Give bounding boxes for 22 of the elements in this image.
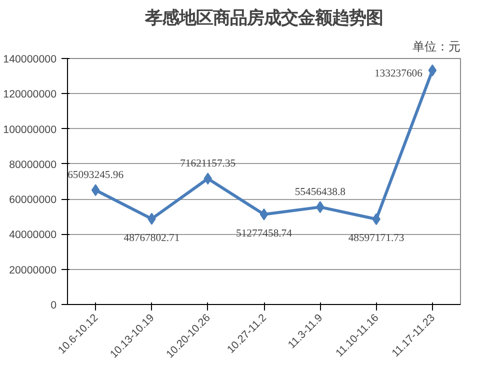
data-label: 133237606 xyxy=(374,68,424,80)
y-tick-label: 80000000 xyxy=(9,158,57,171)
data-label: 48767802.71 xyxy=(124,232,180,244)
data-label: 65093245.96 xyxy=(68,170,124,182)
y-tick-label: 20000000 xyxy=(9,264,57,276)
y-tick-label: 120000000 xyxy=(3,88,57,101)
y-tick-label: 100000000 xyxy=(3,124,57,136)
y-tick-label: 60000000 xyxy=(9,194,57,206)
y-tick-label: 40000000 xyxy=(9,229,57,242)
point xyxy=(428,64,437,76)
point xyxy=(260,208,268,220)
data-label: 55456438.8 xyxy=(294,187,346,198)
text: 单位：元 xyxy=(412,40,460,54)
data-label: 48597171.73 xyxy=(348,233,404,244)
point xyxy=(316,201,324,214)
data-label: 71621157.35 xyxy=(180,158,236,170)
y-tick-label: 0 xyxy=(50,300,57,312)
chart-title: 孝感地区商品房成交金额趋势图 xyxy=(144,8,383,28)
data-label: 51277458.74 xyxy=(236,228,293,240)
point xyxy=(204,172,212,185)
y-tick-label: 140000000 xyxy=(3,54,57,66)
point xyxy=(91,184,100,196)
